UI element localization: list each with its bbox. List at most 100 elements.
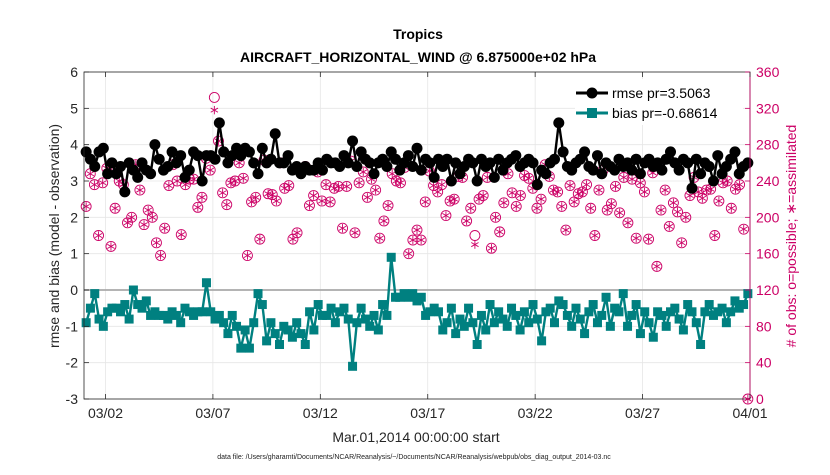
bias-point — [219, 318, 229, 328]
obs-assimilated-point — [471, 240, 479, 249]
obs-assimilated-point — [305, 201, 314, 210]
obs-assimilated-point — [669, 198, 678, 207]
obs-possible-point — [709, 230, 721, 241]
obs-assimilated-point — [590, 231, 599, 240]
bias-point — [81, 318, 91, 328]
bias-point — [137, 303, 147, 313]
rmse-point — [656, 164, 668, 176]
obs-assimilated-point — [210, 105, 219, 115]
obs-assimilated-point — [355, 178, 363, 188]
obs-possible-point — [155, 250, 167, 261]
asterisk-stroke — [136, 187, 144, 193]
asterisk-stroke — [533, 205, 541, 211]
asterisk-stroke — [479, 193, 488, 199]
bias-point — [631, 300, 641, 310]
rmse-point — [106, 157, 118, 169]
obs-assimilated-point — [144, 205, 153, 215]
obs-assimilated-point — [681, 213, 690, 222]
rmse-point — [630, 153, 642, 165]
obs-possible-point — [461, 215, 473, 227]
obs-possible-point — [663, 220, 675, 232]
rmse-point — [510, 150, 522, 162]
bias-point — [524, 318, 534, 328]
asterisk-stroke — [243, 252, 252, 258]
asterisk-stroke — [251, 194, 260, 200]
obs-assimilated-point — [677, 238, 686, 247]
rmse-point — [342, 157, 354, 169]
asterisk-stroke — [355, 180, 363, 186]
obs-assimilated-point — [549, 185, 558, 195]
asterisk-stroke — [582, 182, 591, 188]
obs-assimilated-point — [731, 184, 740, 194]
left-tick-label: 0 — [70, 282, 78, 298]
asterisk-stroke — [330, 185, 339, 191]
rmse-point — [209, 153, 221, 165]
asterisk-stroke — [127, 214, 136, 220]
obs-possible-point — [676, 237, 688, 249]
obs-assimilated-point — [98, 178, 107, 188]
rmse-point — [149, 139, 161, 151]
bias-point — [262, 336, 272, 346]
bias-point — [330, 318, 340, 328]
obs-possible-point — [221, 199, 233, 211]
obs-possible-point — [560, 224, 572, 236]
obs-assimilated-point — [661, 185, 670, 195]
asterisk-stroke — [549, 187, 558, 193]
y-axis-label-right: # of obs: o=possible; ∗=assimilated — [783, 125, 799, 348]
asterisk-stroke — [450, 196, 459, 202]
obs-possible-point — [614, 207, 626, 219]
bias-point — [519, 307, 529, 317]
rmse-point — [334, 160, 346, 172]
obs-assimilated-point — [715, 196, 723, 206]
rmse-point — [175, 150, 187, 162]
bias-point — [494, 307, 504, 317]
rmse-point — [729, 146, 741, 158]
rmse-point — [183, 164, 195, 176]
obs-assimilated-point — [396, 178, 405, 188]
rmse-point — [690, 153, 702, 165]
obs-possible-point — [622, 217, 634, 229]
asterisk-stroke — [334, 183, 343, 189]
obs-possible-point — [721, 175, 733, 187]
right-tick-label: 320 — [756, 100, 780, 116]
obs-possible-point — [465, 202, 477, 214]
bias-point — [580, 329, 590, 339]
asterisk-stroke — [140, 222, 148, 228]
left-tick-label: -2 — [66, 355, 79, 371]
obs-assimilated-point — [512, 202, 521, 211]
asterisk-stroke — [388, 171, 397, 177]
obs-possible-point — [494, 226, 506, 238]
obs-assimilated-point — [479, 191, 488, 200]
asterisk-stroke — [164, 183, 173, 189]
asterisk-stroke — [644, 236, 653, 242]
bias-point — [507, 303, 517, 313]
bias-point — [502, 321, 512, 331]
asterisk-stroke — [206, 167, 215, 173]
bias-point — [253, 289, 263, 299]
asterisk-stroke — [694, 189, 703, 195]
bias-point — [386, 252, 396, 262]
obs-assimilated-point — [189, 174, 198, 184]
obs-assimilated-point — [326, 197, 335, 207]
obs-possible-point — [477, 190, 489, 201]
asterisk-stroke — [421, 199, 430, 205]
obs-possible-point — [581, 179, 593, 191]
rmse-point — [351, 160, 363, 172]
asterisk-stroke — [94, 233, 103, 238]
rmse-point — [243, 146, 255, 158]
rmse-point — [557, 146, 569, 158]
bias-point — [249, 318, 259, 328]
obs-assimilated-point — [673, 207, 682, 217]
bias-point — [352, 318, 362, 328]
asterisk-stroke — [739, 226, 748, 232]
obs-possible-point — [552, 186, 564, 198]
asterisk-stroke — [268, 192, 277, 198]
asterisk-stroke — [160, 225, 169, 231]
asterisk-stroke — [264, 191, 272, 197]
bias-point — [644, 318, 654, 328]
asterisk-stroke — [148, 214, 157, 220]
obs-assimilated-point — [619, 173, 628, 182]
obs-possible-point — [159, 222, 171, 234]
obs-assimilated-point — [566, 181, 574, 190]
